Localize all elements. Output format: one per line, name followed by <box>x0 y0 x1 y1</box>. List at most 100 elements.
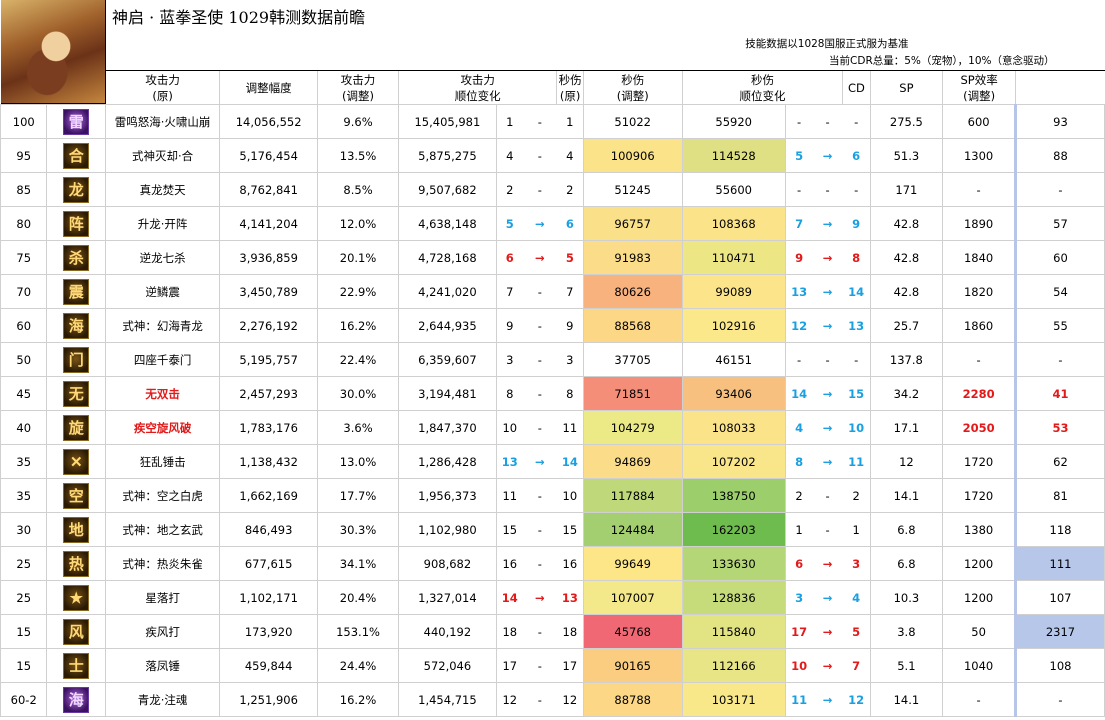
level-cell: 35 <box>0 478 48 513</box>
sp-eff: 88 <box>1013 138 1105 173</box>
dps-rank-before: 8 <box>784 444 813 479</box>
atk-rank-before: 6 <box>495 240 523 275</box>
atk-rank-arrow: - <box>522 648 557 683</box>
atk-rank-before: 1 <box>495 104 523 139</box>
cd-value: 6.8 <box>869 546 944 581</box>
dps-rank-arrow: - <box>812 172 843 207</box>
table-row: 100 雷雷鸣怒海·火啸山崩 14,056,552 9.6% 15,405,981 1-1… <box>0 104 1105 139</box>
thunder-mountain-icon: 雷 <box>63 108 90 135</box>
skill-icon: 地 <box>46 512 107 547</box>
dps-orig: 94869 <box>582 444 683 479</box>
sp-value: 50 <box>942 614 1016 649</box>
cd-value: 25.7 <box>869 308 944 343</box>
level-cell: 15 <box>0 614 48 649</box>
dps-adj: 99089 <box>681 274 786 309</box>
cd-value: 14.1 <box>869 682 944 717</box>
dps-adj: 115840 <box>681 614 786 649</box>
four-gates-icon: 门 <box>63 346 90 373</box>
dps-rank-before: 1 <box>784 512 813 547</box>
atk-orig: 1,138,432 <box>219 444 319 479</box>
sp-value: - <box>942 172 1016 207</box>
sp-eff: 93 <box>1013 104 1105 139</box>
atk-orig: 1,251,906 <box>219 682 319 717</box>
soul-injection-icon: 海 <box>63 686 90 713</box>
skill-name: 式神灭却·合 <box>105 138 221 173</box>
dps-rank-after: - <box>842 104 871 139</box>
atk-orig: 1,102,171 <box>219 580 319 615</box>
dps-orig: 124484 <box>582 512 683 547</box>
atk-adj: 1,102,980 <box>397 512 497 547</box>
phoenix-hammer-icon: 士 <box>63 652 90 679</box>
dps-adj: 133630 <box>681 546 786 581</box>
frenzy-hammer-icon: ✕ <box>63 448 90 475</box>
level-cell: 70 <box>0 274 48 309</box>
atk-rank-arrow: - <box>522 614 557 649</box>
atk-orig: 1,662,169 <box>219 478 319 513</box>
header-dps-rank: 秒伤 顺位变化 <box>681 70 844 105</box>
rising-dragon-icon: 阵 <box>63 210 90 237</box>
skill-icon: 雷 <box>46 104 107 139</box>
header-dps-adj: 秒伤 (调整) <box>582 70 683 105</box>
dps-rank-after: 11 <box>842 444 871 479</box>
dps-rank-before: - <box>784 342 813 377</box>
dps-adj: 108033 <box>681 410 786 445</box>
sp-eff: - <box>1013 172 1105 207</box>
atk-rank-arrow: - <box>522 512 557 547</box>
skill-name: 狂乱锤击 <box>105 444 221 479</box>
cd-value: 275.5 <box>869 104 944 139</box>
cd-value: 3.8 <box>869 614 944 649</box>
atk-rank-after: 5 <box>556 240 584 275</box>
dps-adj: 55920 <box>681 104 786 139</box>
dps-rank-after: 9 <box>842 206 871 241</box>
sp-value: 1890 <box>942 206 1016 241</box>
dps-rank-before: 6 <box>784 546 813 581</box>
atk-rank-before: 16 <box>495 546 523 581</box>
atk-orig: 2,276,192 <box>219 308 319 343</box>
sp-eff: 81 <box>1013 478 1105 513</box>
atk-orig: 2,457,293 <box>219 376 319 411</box>
header-adjust: 调整幅度 <box>219 70 319 105</box>
atk-rank-before: 12 <box>495 682 523 717</box>
dps-rank-after: - <box>842 172 871 207</box>
dps-orig: 91983 <box>582 240 683 275</box>
skill-icon: 海 <box>46 308 107 343</box>
atk-rank-before: 13 <box>495 444 523 479</box>
dps-rank-arrow: - <box>812 342 843 377</box>
header-dps-orig: 秒伤 (原) <box>556 70 584 105</box>
dps-rank-arrow: - <box>812 512 843 547</box>
dps-rank-after: 6 <box>842 138 871 173</box>
skill-icon: 旋 <box>46 410 107 445</box>
dps-rank-arrow: → <box>812 648 843 683</box>
dps-rank-arrow: → <box>812 410 843 445</box>
dps-adj: 55600 <box>681 172 786 207</box>
level-cell: 100 <box>0 104 48 139</box>
atk-orig: 14,056,552 <box>219 104 319 139</box>
dps-adj: 162203 <box>681 512 786 547</box>
skill-name: 式神：热炎朱雀 <box>105 546 221 581</box>
level-cell: 45 <box>0 376 48 411</box>
atk-rank-arrow: - <box>522 546 557 581</box>
atk-adj: 9,507,682 <box>397 172 497 207</box>
atk-rank-arrow: - <box>522 682 557 717</box>
atk-adj: 1,454,715 <box>397 682 497 717</box>
illusion-sea-icon: 海 <box>63 312 90 339</box>
atk-orig: 4,141,204 <box>219 206 319 241</box>
cd-value: 17.1 <box>869 410 944 445</box>
dps-orig: 45768 <box>582 614 683 649</box>
atk-rank-before: 18 <box>495 614 523 649</box>
adjust-pct: 22.9% <box>317 274 399 309</box>
atk-rank-arrow: → <box>522 580 557 615</box>
skill-icon: ✕ <box>46 444 107 479</box>
dps-rank-after: 4 <box>842 580 871 615</box>
page-title: 神启 · 蓝拳圣使 1029韩测数据前瞻 <box>112 8 366 27</box>
atk-rank-before: 15 <box>495 512 523 547</box>
adjust-pct: 9.6% <box>317 104 399 139</box>
skill-name: 星落打 <box>105 580 221 615</box>
atk-adj: 908,682 <box>397 546 497 581</box>
sp-value: 1040 <box>942 648 1016 683</box>
atk-rank-before: 7 <box>495 274 523 309</box>
sp-value: 1720 <box>942 444 1016 479</box>
flame-bird-icon: 热 <box>63 550 90 577</box>
atk-adj: 3,194,481 <box>397 376 497 411</box>
adjust-pct: 17.7% <box>317 478 399 513</box>
